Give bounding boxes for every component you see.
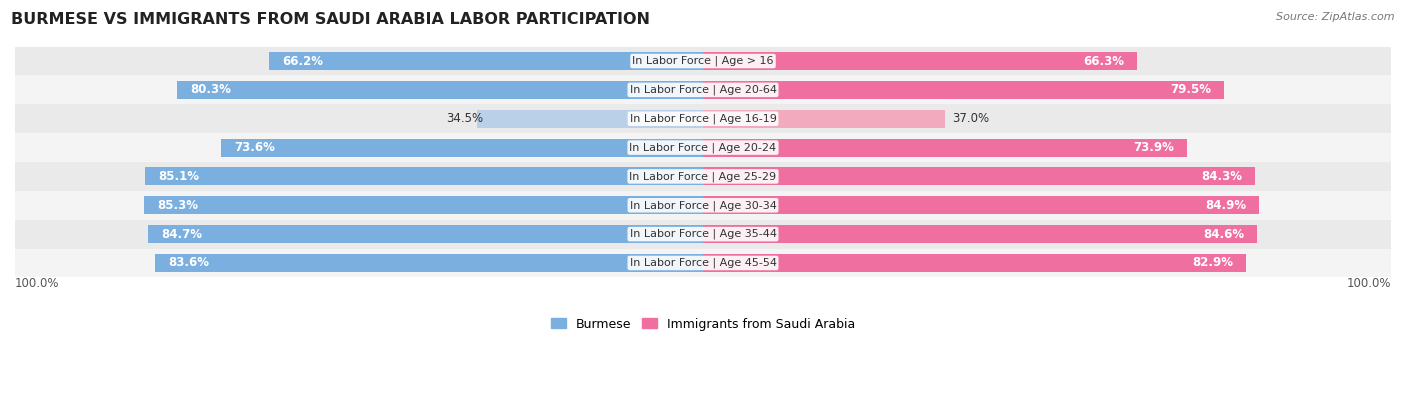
Bar bbox=[15, 104, 1391, 133]
Bar bbox=[703, 52, 1137, 70]
Text: 84.9%: 84.9% bbox=[1205, 199, 1246, 212]
Text: 84.6%: 84.6% bbox=[1204, 228, 1244, 241]
Bar bbox=[15, 133, 1391, 162]
Text: In Labor Force | Age 45-54: In Labor Force | Age 45-54 bbox=[630, 258, 776, 268]
Text: 37.0%: 37.0% bbox=[952, 112, 988, 125]
Bar bbox=[15, 248, 1391, 277]
Bar bbox=[703, 196, 1260, 214]
Text: 83.6%: 83.6% bbox=[169, 256, 209, 269]
Text: 82.9%: 82.9% bbox=[1192, 256, 1233, 269]
Text: 85.1%: 85.1% bbox=[159, 170, 200, 183]
Text: In Labor Force | Age 30-34: In Labor Force | Age 30-34 bbox=[630, 200, 776, 211]
Text: 100.0%: 100.0% bbox=[15, 277, 59, 290]
Text: In Labor Force | Age 16-19: In Labor Force | Age 16-19 bbox=[630, 113, 776, 124]
Text: In Labor Force | Age 20-64: In Labor Force | Age 20-64 bbox=[630, 85, 776, 95]
Bar bbox=[703, 110, 945, 128]
Bar bbox=[143, 196, 703, 214]
Bar bbox=[477, 110, 703, 128]
Bar bbox=[15, 220, 1391, 248]
Text: 84.7%: 84.7% bbox=[162, 228, 202, 241]
Bar bbox=[145, 167, 703, 185]
Text: 100.0%: 100.0% bbox=[1347, 277, 1391, 290]
Text: In Labor Force | Age > 16: In Labor Force | Age > 16 bbox=[633, 56, 773, 66]
Text: 34.5%: 34.5% bbox=[446, 112, 484, 125]
Text: BURMESE VS IMMIGRANTS FROM SAUDI ARABIA LABOR PARTICIPATION: BURMESE VS IMMIGRANTS FROM SAUDI ARABIA … bbox=[11, 12, 650, 27]
Bar bbox=[15, 191, 1391, 220]
Text: 66.2%: 66.2% bbox=[283, 55, 323, 68]
Text: 84.3%: 84.3% bbox=[1201, 170, 1243, 183]
Bar bbox=[703, 254, 1246, 272]
Text: 80.3%: 80.3% bbox=[190, 83, 231, 96]
Text: 85.3%: 85.3% bbox=[157, 199, 198, 212]
Bar bbox=[703, 225, 1257, 243]
Text: 79.5%: 79.5% bbox=[1170, 83, 1211, 96]
Bar bbox=[155, 254, 703, 272]
Legend: Burmese, Immigrants from Saudi Arabia: Burmese, Immigrants from Saudi Arabia bbox=[546, 313, 860, 336]
Text: Source: ZipAtlas.com: Source: ZipAtlas.com bbox=[1277, 12, 1395, 22]
Bar bbox=[703, 139, 1187, 156]
Text: 73.6%: 73.6% bbox=[233, 141, 274, 154]
Bar bbox=[703, 81, 1223, 99]
Bar bbox=[15, 47, 1391, 75]
Text: In Labor Force | Age 35-44: In Labor Force | Age 35-44 bbox=[630, 229, 776, 239]
Text: In Labor Force | Age 20-24: In Labor Force | Age 20-24 bbox=[630, 142, 776, 153]
Bar bbox=[15, 162, 1391, 191]
Bar bbox=[221, 139, 703, 156]
Bar bbox=[703, 167, 1256, 185]
Bar bbox=[269, 52, 703, 70]
Bar bbox=[148, 225, 703, 243]
Text: In Labor Force | Age 25-29: In Labor Force | Age 25-29 bbox=[630, 171, 776, 182]
Bar bbox=[177, 81, 703, 99]
Bar bbox=[15, 75, 1391, 104]
Text: 66.3%: 66.3% bbox=[1083, 55, 1125, 68]
Text: 73.9%: 73.9% bbox=[1133, 141, 1174, 154]
